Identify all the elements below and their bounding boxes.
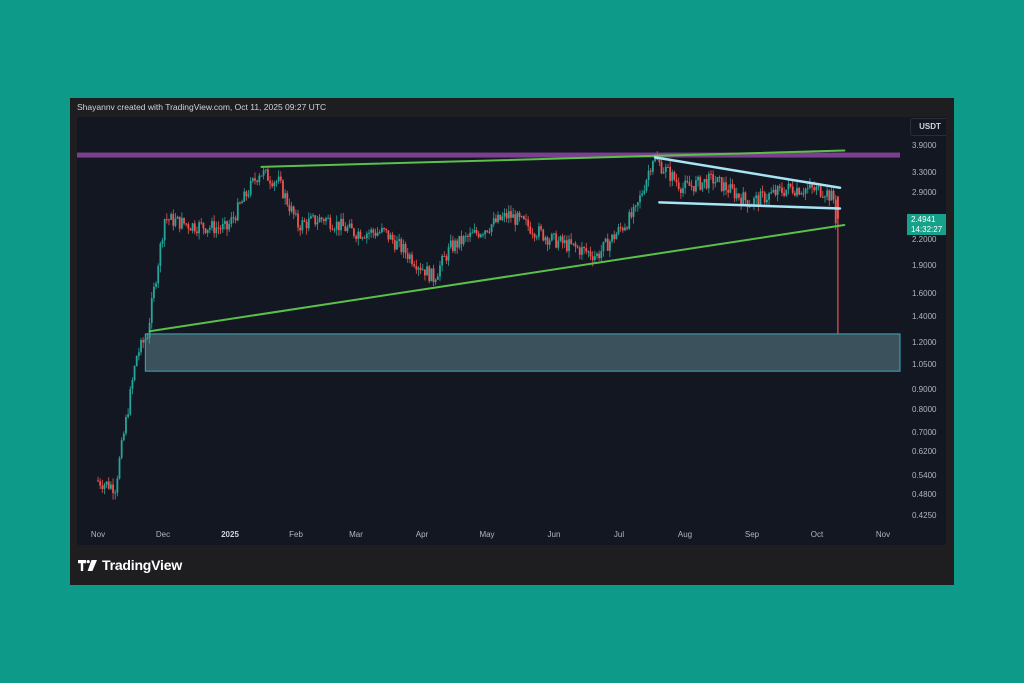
last-price-badge: 2.4941 14:32:27 <box>907 214 946 235</box>
tradingview-logo[interactable]: TradingView <box>78 557 182 573</box>
time-tick: Mar <box>349 530 363 539</box>
price-tick: 0.4800 <box>912 490 937 499</box>
price-tick: 0.9000 <box>912 385 937 394</box>
time-tick: Nov <box>90 530 106 539</box>
time-tick: 2025 <box>221 530 239 539</box>
time-tick: Sep <box>744 530 760 539</box>
currency-button[interactable]: USDT <box>910 118 946 136</box>
chart-plot-area[interactable]: USDT 3.9000 3.3000 2.9000 2.2000 1.9000 … <box>77 117 946 545</box>
chart-attribution: Shayannv created with TradingView.com, O… <box>77 102 327 112</box>
time-tick: Oct <box>810 530 824 539</box>
brand-name: TradingView <box>102 557 183 573</box>
price-tick: 1.0500 <box>912 360 937 369</box>
time-tick: Jun <box>547 530 561 539</box>
price-tick: 0.5400 <box>912 471 937 480</box>
price-tick: 1.2000 <box>912 338 937 347</box>
price-tick: 2.2000 <box>912 235 937 244</box>
time-tick: May <box>479 530 495 539</box>
time-tick: Feb <box>289 530 303 539</box>
last-price-value: 2.4941 <box>911 215 936 224</box>
bar-countdown: 14:32:27 <box>911 225 943 234</box>
price-tick: 1.9000 <box>912 261 937 270</box>
demand-zone <box>144 333 901 372</box>
time-tick: Apr <box>415 530 429 539</box>
price-tick: 1.4000 <box>912 312 937 321</box>
price-tick: 3.3000 <box>912 168 937 177</box>
price-tick: 2.9000 <box>912 188 937 197</box>
tradingview-logo-icon <box>78 559 97 571</box>
trendline <box>148 224 846 333</box>
trendline <box>260 149 846 168</box>
price-tick: 0.4250 <box>912 511 937 520</box>
candlestick-chart <box>77 149 901 500</box>
chart-panel: Shayannv created with TradingView.com, O… <box>70 98 954 585</box>
time-tick: Jul <box>613 530 625 539</box>
time-tick: Dec <box>155 530 171 539</box>
trendline <box>658 201 842 210</box>
time-tick: Aug <box>677 530 693 539</box>
trendline <box>653 156 842 190</box>
price-tick: 0.8000 <box>912 405 937 414</box>
candles <box>97 151 837 500</box>
price-tick: 0.6200 <box>912 447 937 456</box>
price-tick: 3.9000 <box>912 141 937 150</box>
time-tick: Nov <box>875 530 891 539</box>
price-tick: 0.7000 <box>912 428 937 437</box>
price-tick: 1.6000 <box>912 289 937 298</box>
resistance-line <box>77 152 900 158</box>
